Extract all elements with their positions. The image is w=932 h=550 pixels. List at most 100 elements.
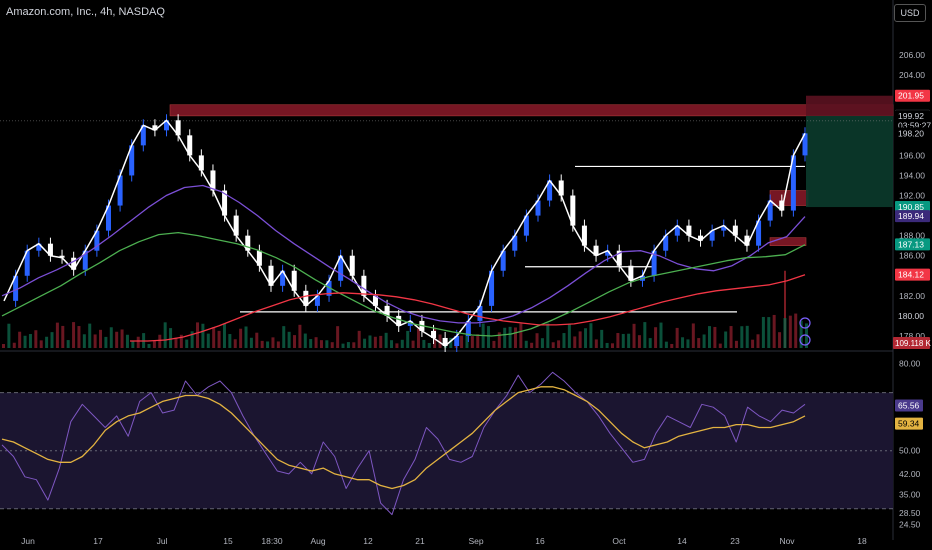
volume-bar [228, 334, 232, 348]
time-tick-label: 21 [415, 536, 425, 546]
add-event-icon [799, 317, 811, 329]
ma-green-line [1, 231, 806, 337]
volume-bar [395, 343, 399, 348]
volume-bar [470, 336, 474, 348]
volume-bar [185, 339, 189, 348]
volume-bar [7, 323, 11, 348]
volume-bar [212, 327, 216, 348]
price-label-text: 180.00 [898, 311, 924, 321]
volume-bar [756, 334, 760, 348]
candle-body [686, 225, 692, 236]
currency-button[interactable]: USD [894, 4, 926, 22]
volume-bar [610, 343, 614, 348]
candle-body [616, 250, 622, 266]
price-label-badge [895, 201, 930, 214]
volume-bar [621, 333, 625, 348]
volume-bar [422, 339, 426, 348]
rsi-tick-label: 80.00 [899, 359, 921, 369]
candle-body [210, 170, 216, 191]
candle-body [442, 337, 448, 346]
volume-bar [492, 340, 496, 348]
volume-bar [530, 342, 534, 348]
volume-bar [567, 324, 571, 348]
volume-bar [740, 326, 744, 348]
volume-bar [93, 334, 97, 348]
candle-body [59, 255, 65, 258]
volume-bar [497, 332, 501, 348]
candle-body [547, 180, 553, 201]
candle-body [802, 133, 808, 156]
volume-bar [573, 336, 577, 348]
volume-bar [2, 344, 5, 348]
candle-body [152, 125, 158, 131]
volume-bar [131, 341, 135, 348]
candle-body [175, 120, 181, 136]
candle-body [222, 190, 228, 216]
volume-bar [670, 343, 674, 348]
volume-label-text: 109.118 K [895, 339, 932, 348]
chart-title: Amazon.com, Inc., 4h, NASDAQ [6, 6, 165, 18]
price-label-badge [895, 309, 930, 322]
volume-bar [201, 323, 205, 348]
volume-bar [675, 327, 679, 348]
candle-body [361, 275, 367, 296]
price-label-badge [895, 210, 930, 223]
volume-bar [260, 340, 264, 348]
volume-bar [648, 338, 652, 348]
volume-bar [605, 342, 609, 348]
time-tick-label: Jul [157, 536, 168, 546]
volume-bar [643, 322, 647, 348]
volume-bar [664, 341, 668, 348]
volume-bar [136, 336, 140, 348]
volume-bar [217, 330, 221, 348]
volume-bar [309, 339, 313, 348]
price-tick-label: 196.00 [899, 150, 925, 160]
volume-bar [557, 340, 561, 348]
volume-bar [438, 334, 442, 348]
candle-body [431, 330, 437, 338]
candle-body [558, 180, 564, 196]
candle-body [13, 275, 19, 301]
rsi-tick-label: 35.00 [899, 489, 921, 499]
time-tick-label: 18:30 [261, 536, 283, 546]
time-tick-label: 17 [93, 536, 103, 546]
price-label-text: 190.85 [898, 202, 924, 212]
candle-body [233, 215, 239, 236]
volume-bar [244, 326, 248, 348]
time-tick-label: 23 [730, 536, 740, 546]
price-label-badge [895, 268, 930, 281]
candle-body [523, 215, 529, 236]
price-label-badge [895, 110, 930, 123]
volume-bar [298, 324, 302, 348]
price-label-badge [895, 89, 930, 102]
volume-bar [28, 334, 32, 348]
price-label-text: 184.12 [898, 270, 924, 280]
volume-bar [729, 326, 733, 348]
resistance-zone [169, 104, 894, 117]
volume-bar [546, 323, 550, 348]
candle-body [767, 200, 773, 221]
volume-bar [18, 331, 22, 348]
volume-bar [503, 327, 507, 348]
volume-bar [152, 340, 156, 348]
volume-bar [206, 333, 210, 348]
price-label-text: 201.95 [898, 91, 924, 101]
candle-body [372, 295, 378, 306]
ma-red-line [130, 274, 806, 342]
price-tick-label: 178.00 [899, 331, 925, 341]
volume-bar [691, 323, 695, 348]
price-label-text: 03:59:27 [898, 120, 931, 130]
rsi-tick-label: 24.50 [899, 520, 921, 530]
candle-body [500, 250, 506, 271]
volume-bar [406, 330, 410, 348]
volume-bar [39, 340, 43, 348]
volume-bar [513, 327, 517, 348]
volume-bar [718, 343, 722, 348]
candle-body [581, 225, 587, 246]
candle-body [47, 243, 53, 256]
candle-body [396, 315, 402, 326]
candle-body [605, 250, 611, 256]
volume-bar [163, 322, 167, 348]
volume-bar [772, 314, 776, 348]
